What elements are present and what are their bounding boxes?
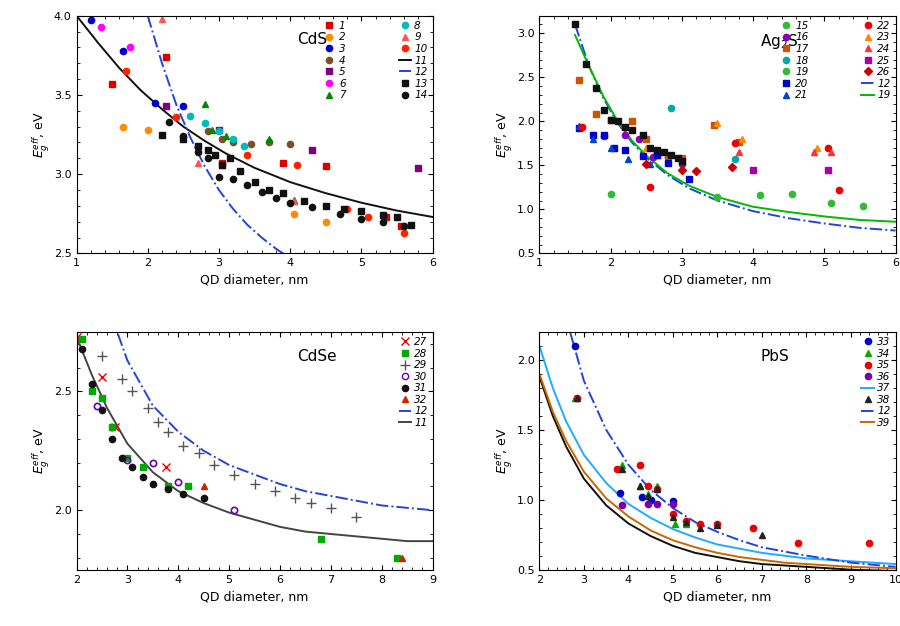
Y-axis label: $E^{eff}_g$, eV: $E^{eff}_g$, eV [494, 111, 516, 158]
Legend: 33, 34, 35, 36, 37, 38, 12, 39: 33, 34, 35, 36, 37, 38, 12, 39 [861, 337, 890, 428]
Y-axis label: $E^{eff}_g$, eV: $E^{eff}_g$, eV [494, 428, 516, 474]
Y-axis label: $E^{eff}_g$, eV: $E^{eff}_g$, eV [32, 428, 52, 474]
Text: CdSe: CdSe [297, 349, 337, 364]
Legend: 27, 28, 29, 30, 31, 32, 12, 11: 27, 28, 29, 30, 31, 32, 12, 11 [399, 337, 427, 428]
X-axis label: QD diameter, nm: QD diameter, nm [663, 274, 771, 287]
X-axis label: QD diameter, nm: QD diameter, nm [663, 590, 771, 603]
Y-axis label: $E^{eff}_g$, eV: $E^{eff}_g$, eV [32, 111, 52, 158]
Text: PbS: PbS [760, 349, 789, 364]
Legend: 8, 9, 10, 11, 12, 13, 14: 8, 9, 10, 11, 12, 13, 14 [399, 21, 427, 100]
Legend: 22, 23, 24, 25, 26, 12, 19: 22, 23, 24, 25, 26, 12, 19 [861, 21, 890, 100]
X-axis label: QD diameter, nm: QD diameter, nm [201, 590, 309, 603]
X-axis label: QD diameter, nm: QD diameter, nm [201, 274, 309, 287]
Text: CdS: CdS [297, 33, 328, 48]
Text: Ag$_2$S: Ag$_2$S [760, 33, 798, 51]
